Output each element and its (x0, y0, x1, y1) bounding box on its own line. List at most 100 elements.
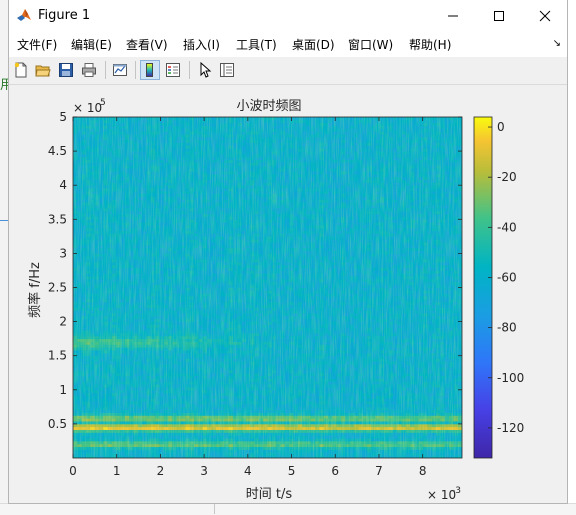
heatmap-cell (444, 440, 450, 445)
heatmap-cell (267, 361, 273, 365)
menu-view[interactable]: 查看(V) (126, 38, 168, 52)
menu-insert[interactable]: 插入(I) (183, 38, 220, 52)
heatmap-cell (280, 315, 286, 320)
heatmap-cell (120, 310, 126, 314)
heatmap-cell (224, 301, 229, 305)
heatmap-cell (228, 392, 234, 396)
heatmap-cell (315, 386, 320, 391)
heatmap-cell (293, 418, 299, 422)
heatmap-cell (81, 404, 87, 408)
heatmap-cell (194, 367, 199, 371)
heatmap-cell (297, 364, 303, 368)
heatmap-cell (436, 435, 441, 439)
colorbar-button[interactable] (140, 60, 160, 80)
heatmap-cell (427, 421, 433, 425)
heatmap-cell (440, 341, 446, 345)
heatmap-cell (120, 415, 126, 419)
heatmap-cell (172, 432, 178, 436)
heatmap-cell (353, 423, 359, 428)
menu-desktop[interactable]: 桌面(D) (292, 38, 335, 52)
heatmap-cell (427, 395, 433, 399)
save-button[interactable] (56, 60, 76, 80)
heatmap-cell (254, 404, 260, 408)
heatmap-cell (436, 409, 441, 413)
heatmap-cell (258, 315, 264, 320)
menu-tools[interactable]: 工具(T) (236, 38, 277, 52)
heatmap-cell (427, 404, 433, 408)
heatmap-cell (77, 446, 83, 450)
heatmap-cell (224, 361, 229, 365)
heatmap-cell (345, 352, 351, 357)
heatmap-cell (371, 335, 376, 340)
heatmap-cell (159, 381, 165, 385)
heatmap-cell (366, 352, 372, 357)
heatmap-cell (345, 412, 351, 416)
heatmap-cell (284, 443, 290, 448)
heatmap-cell (423, 452, 428, 456)
heatmap-cell (405, 324, 411, 328)
heatmap-cell (254, 321, 260, 325)
heatmap-cell (449, 330, 454, 334)
pointer-button[interactable] (195, 60, 215, 80)
heatmap-cell (431, 438, 437, 442)
title-bar[interactable]: Figure 1 (9, 0, 567, 31)
heatmap-cell (116, 455, 121, 458)
menu-file[interactable]: 文件(F) (17, 38, 58, 52)
heatmap-cell (181, 429, 186, 433)
heatmap-cell (124, 440, 130, 445)
heatmap-cell (116, 358, 121, 362)
heatmap-cell (340, 341, 346, 345)
legend-button[interactable] (163, 60, 183, 80)
heatmap-cell (397, 406, 402, 411)
heatmap-cell (366, 455, 372, 458)
minimize-button[interactable] (430, 0, 476, 31)
heatmap-cell (81, 341, 87, 345)
desktop-background: 用 (0, 0, 9, 514)
property-inspector-button[interactable] (217, 60, 237, 80)
heatmap-cells (73, 117, 462, 458)
print-button[interactable] (79, 60, 99, 80)
menu-overflow-arrow[interactable]: ↘ (552, 38, 561, 49)
heatmap-cell (98, 332, 104, 337)
heatmap-cell (90, 404, 96, 408)
heatmap-cell (289, 412, 294, 416)
heatmap-cell (328, 421, 333, 425)
menu-edit[interactable]: 编辑(E) (71, 38, 112, 52)
close-button[interactable] (522, 0, 568, 31)
heatmap-cell (315, 446, 320, 450)
heatmap-cell (388, 341, 394, 345)
heatmap-cell (172, 415, 178, 419)
heatmap-cell (146, 415, 152, 419)
heatmap-cell (323, 435, 329, 439)
heatmap-cell (276, 361, 281, 365)
heatmap-cell (159, 378, 165, 382)
heatmap-cell (194, 386, 199, 391)
link-plot-button[interactable] (110, 60, 130, 80)
heatmap-cell (353, 415, 359, 419)
heatmap-cell (280, 341, 286, 345)
heatmap-cell (215, 386, 221, 391)
heatmap-cell (172, 344, 178, 348)
heatmap-cell (349, 443, 355, 448)
heatmap-cell (384, 318, 389, 322)
heatmap-cell (310, 364, 316, 368)
menu-help[interactable]: 帮助(H) (409, 38, 452, 52)
heatmap-cell (362, 440, 368, 445)
heatmap-cell (328, 389, 333, 394)
heatmap-cell (427, 372, 433, 376)
heatmap-cell (431, 432, 437, 436)
heatmap-cell (185, 369, 191, 374)
heatmap-cell (228, 384, 234, 388)
heatmap-cell (137, 341, 143, 345)
menu-window[interactable]: 窗口(W) (348, 38, 394, 52)
heatmap-cell (228, 332, 234, 337)
heatmap-cell (397, 446, 402, 450)
heatmap-cell (436, 301, 441, 305)
heatmap-cell (228, 426, 234, 430)
heatmap-cell (172, 364, 178, 368)
new-figure-button[interactable] (11, 60, 31, 80)
open-file-button[interactable] (33, 60, 53, 80)
heatmap-cell (336, 355, 342, 359)
maximize-button[interactable] (476, 0, 522, 31)
heatmap-cell (254, 378, 260, 382)
